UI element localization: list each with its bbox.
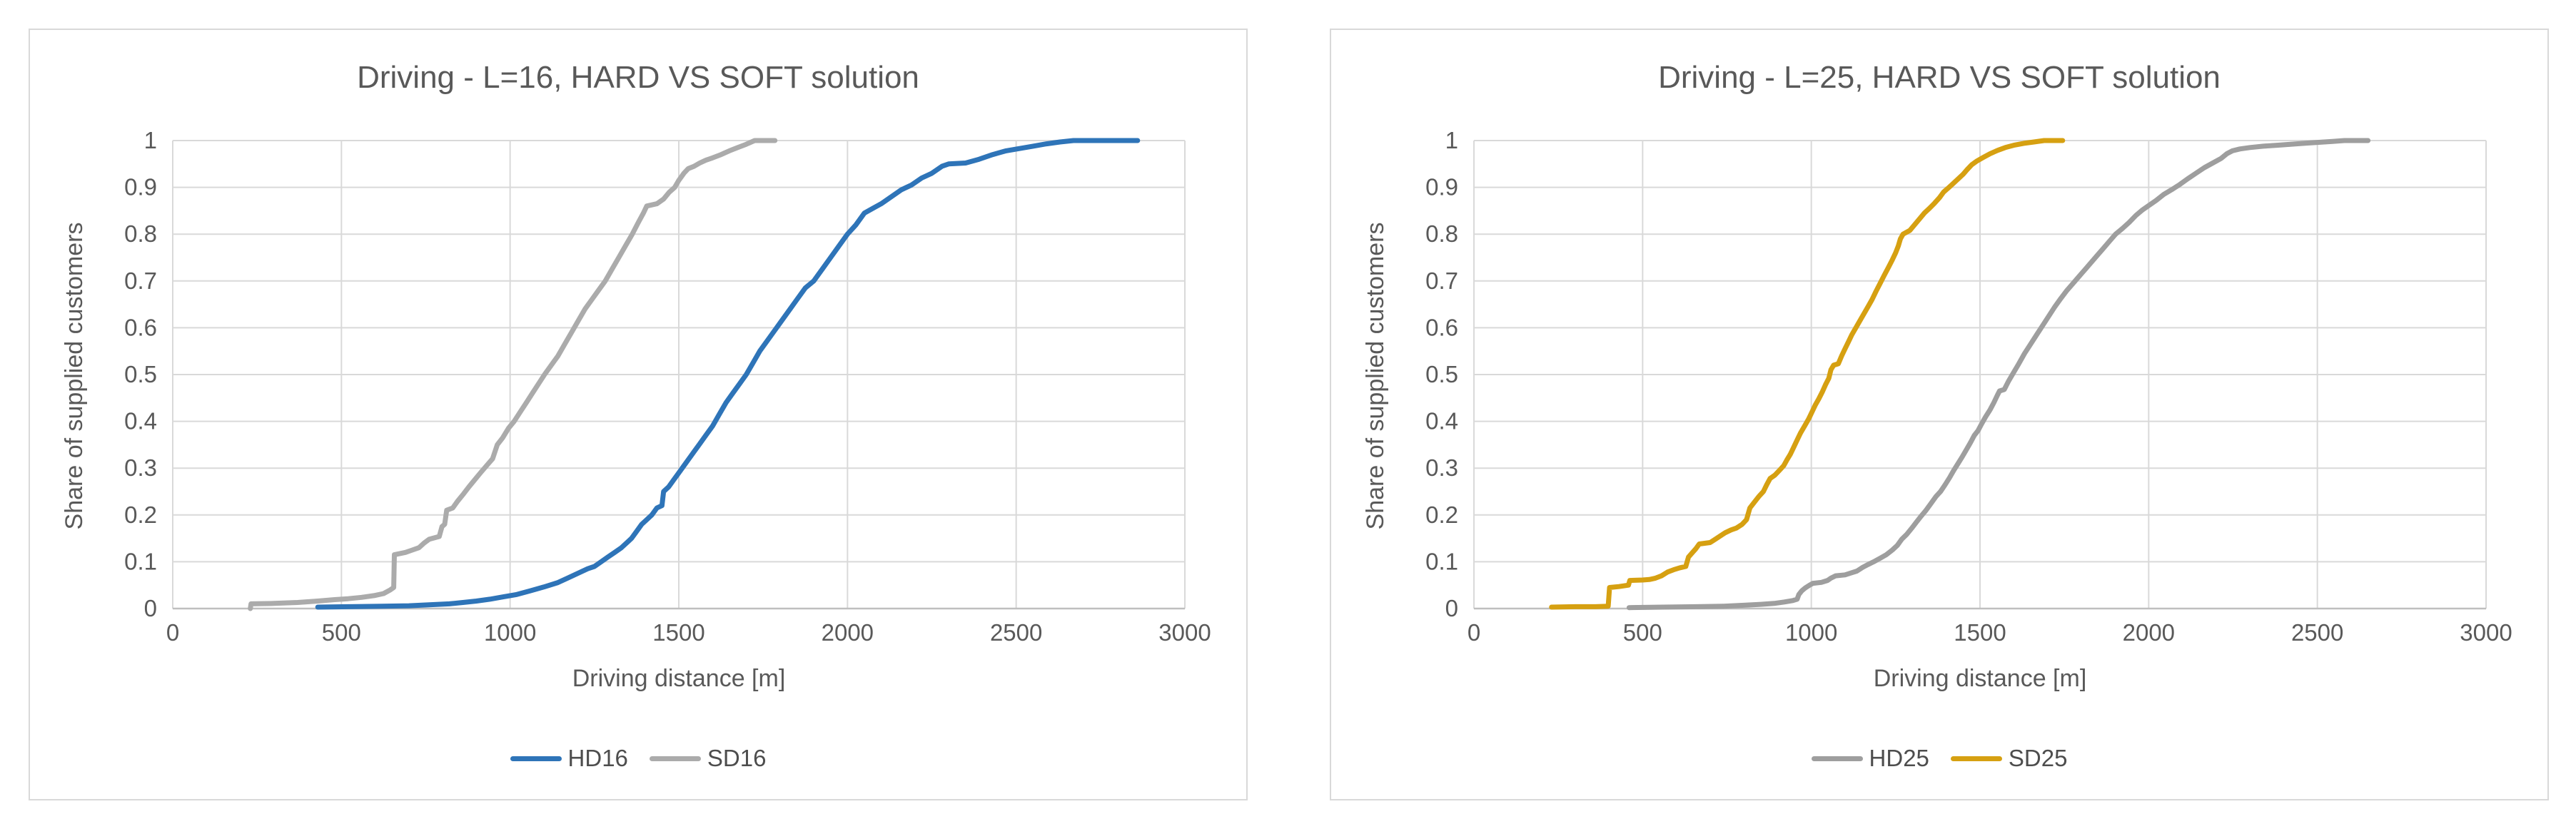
y-tick-label: 0.8 — [1425, 220, 1458, 247]
x-tick-label: 500 — [322, 619, 361, 646]
y-tick-label: 0 — [144, 595, 157, 621]
chart-title: Driving - L=25, HARD VS SOFT solution — [1658, 60, 2221, 95]
y-tick-label: 0.8 — [124, 220, 157, 247]
y-tick-label: 0.6 — [124, 314, 157, 340]
x-tick-label: 0 — [166, 619, 179, 646]
chart-area-l25: Driving - L=25, HARD VS SOFT solution Sh… — [1331, 30, 2547, 799]
series-line-HD25 — [1626, 138, 2371, 611]
tick-labels: 0 0.1 0.2 0.3 0.4 0.5 0.6 0.7 0.8 0.9 1 0 500 1000 150… — [124, 127, 1211, 646]
legend-item-HD25: HD25 — [1811, 745, 1929, 772]
y-tick-label: 0.1 — [1425, 548, 1458, 574]
x-axis-title: Driving distance [m] — [1873, 665, 2087, 692]
legend-item-HD16: HD16 — [510, 745, 628, 772]
y-tick-label: 0.2 — [124, 502, 157, 528]
x-tick-label: 1500 — [652, 619, 704, 646]
y-tick-label: 0.9 — [1425, 174, 1458, 200]
x-tick-label: 1000 — [484, 619, 536, 646]
gridlines — [172, 140, 1186, 609]
legend-line-swatch — [649, 756, 701, 761]
x-tick-label: 2500 — [2291, 619, 2343, 646]
y-tick-label: 1 — [1445, 127, 1458, 153]
legend-label: HD25 — [1869, 745, 1929, 771]
x-axis-title: Driving distance [m] — [572, 665, 786, 692]
y-tick-label: 0.3 — [1425, 454, 1458, 481]
legend-label: SD25 — [2008, 745, 2068, 771]
y-tick-label: 0.6 — [1425, 314, 1458, 340]
legend-item-SD25: SD25 — [1950, 745, 2068, 772]
y-tick-label: 0.4 — [124, 408, 157, 434]
y-tick-label: 0.2 — [1425, 502, 1458, 528]
chart-area-l16: Driving - L=16, HARD VS SOFT solution Sh… — [30, 30, 1246, 799]
plot-area: 0 0.1 0.2 0.3 0.4 0.5 0.6 0.7 0.8 0.9 1 0 500 1000 150… — [1425, 127, 2512, 646]
y-tick-label: 0 — [1445, 595, 1458, 621]
series-line-SD25 — [1549, 138, 2066, 610]
x-tick-label: 1500 — [1954, 619, 2006, 646]
x-tick-label: 3000 — [2460, 619, 2512, 646]
legend-line-swatch — [1950, 756, 2002, 761]
legend-label: SD16 — [707, 745, 767, 771]
legend-line-swatch — [510, 756, 562, 761]
tick-labels: 0 0.1 0.2 0.3 0.4 0.5 0.6 0.7 0.8 0.9 1 0 500 1000 150… — [1425, 127, 2512, 646]
legend-label: HD16 — [567, 745, 628, 771]
x-tick-label: 1000 — [1785, 619, 1837, 646]
y-tick-label: 0.1 — [124, 548, 157, 574]
y-tick-label: 0.9 — [124, 174, 157, 200]
legend-item-SD16: SD16 — [649, 745, 767, 772]
y-tick-label: 0.5 — [124, 361, 157, 387]
series-line-SD16 — [248, 138, 778, 611]
chart-title: Driving - L=16, HARD VS SOFT solution — [357, 60, 919, 95]
x-tick-label: 2000 — [822, 619, 874, 646]
y-tick-label: 0.4 — [1425, 408, 1458, 434]
legend: HD25 SD25 — [1331, 745, 2547, 772]
y-tick-label: 0.7 — [1425, 268, 1458, 294]
legend-line-swatch — [1811, 756, 1863, 761]
x-tick-label: 3000 — [1158, 619, 1211, 646]
y-tick-label: 1 — [144, 127, 157, 153]
legend: HD16 SD16 — [30, 745, 1246, 772]
y-tick-label: 0.5 — [1425, 361, 1458, 387]
y-tick-label: 0.3 — [124, 454, 157, 481]
x-tick-label: 0 — [1468, 619, 1480, 646]
x-tick-label: 2000 — [2123, 619, 2175, 646]
y-tick-label: 0.7 — [124, 268, 157, 294]
chart-panel-l25: Driving - L=25, HARD VS SOFT solution Sh… — [1330, 29, 2549, 800]
plot-area: 0 0.1 0.2 0.3 0.4 0.5 0.6 0.7 0.8 0.9 1 0 500 1000 150… — [124, 127, 1211, 646]
gridlines — [1473, 140, 2487, 609]
x-tick-label: 500 — [1623, 619, 1662, 646]
x-tick-label: 2500 — [990, 619, 1042, 646]
chart-panel-l16: Driving - L=16, HARD VS SOFT solution Sh… — [29, 29, 1248, 800]
series-line-HD16 — [315, 138, 1141, 610]
